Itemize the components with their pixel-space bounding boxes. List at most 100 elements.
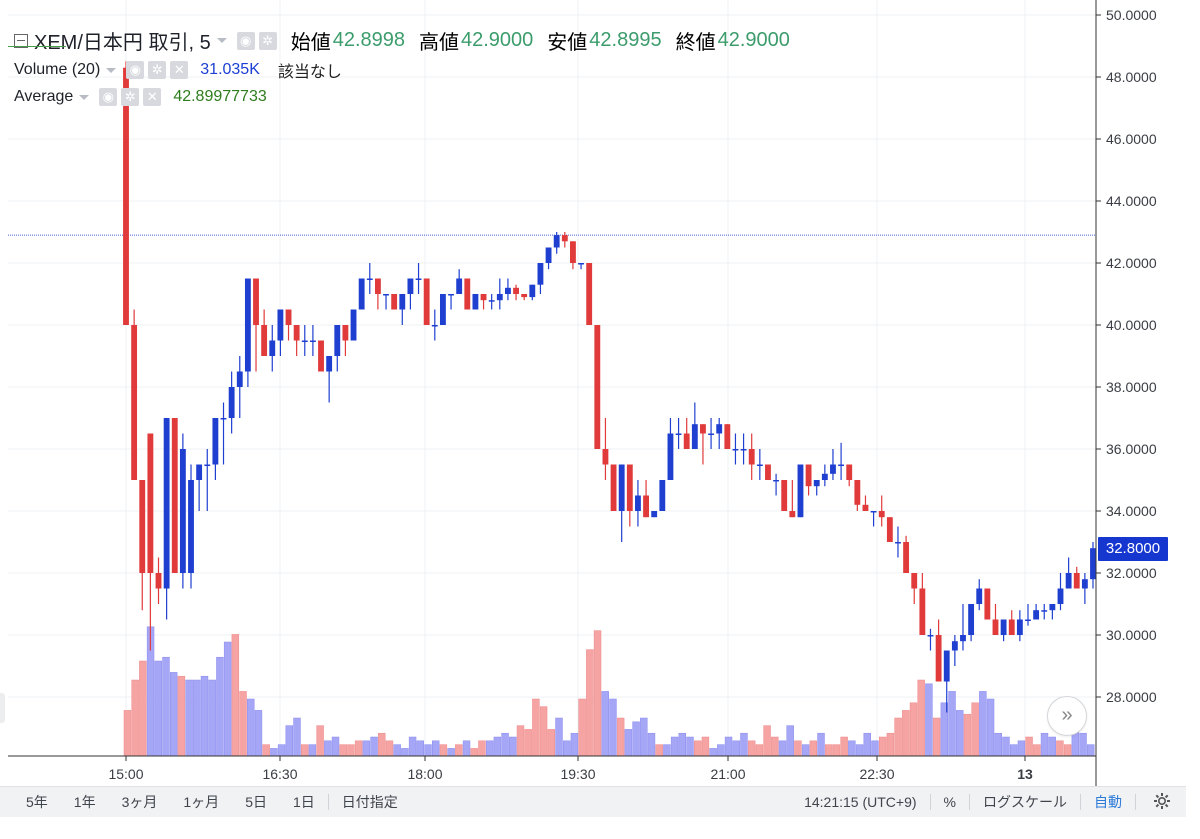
volume-bar: [478, 740, 486, 757]
candle: [228, 371, 235, 434]
candle: [878, 495, 885, 527]
range-1m-button[interactable]: 1ヶ月: [183, 794, 220, 810]
eye-icon[interactable]: ◉: [99, 88, 118, 106]
candle: [358, 278, 365, 310]
candle-body: [309, 340, 316, 342]
candle: [748, 433, 755, 480]
volume-bar: [416, 740, 424, 757]
candle: [244, 278, 251, 387]
time-display[interactable]: 14:21:15 (UTC+9): [804, 794, 917, 810]
volume-bar: [948, 691, 956, 757]
candle-body: [960, 635, 966, 642]
candle: [496, 278, 503, 310]
candle-body: [521, 294, 528, 298]
gear-icon[interactable]: ✲: [121, 88, 140, 106]
volume-bar: [354, 740, 363, 757]
range-3m-button[interactable]: 3ヶ月: [121, 794, 158, 810]
candle: [691, 402, 698, 449]
candle: [399, 294, 406, 325]
volume-bar: [316, 725, 324, 757]
close-icon[interactable]: ✕: [170, 61, 189, 79]
volume-bar: [162, 656, 170, 757]
candle-body: [1057, 588, 1064, 604]
candle: [951, 635, 958, 666]
settings-button[interactable]: [1136, 791, 1186, 814]
volume-bar: [647, 732, 656, 757]
volume-bar: [370, 736, 378, 757]
candle-body: [228, 387, 235, 418]
candle: [740, 433, 747, 465]
volume-bar: [786, 725, 794, 757]
legend-average: Average ◉ ✲ ✕ 42.89977733: [14, 88, 267, 106]
candle-body: [838, 464, 845, 466]
candle: [334, 325, 341, 372]
range-1y-button[interactable]: 1年: [73, 794, 96, 810]
volume-title[interactable]: Volume (20): [14, 61, 101, 78]
close-icon[interactable]: ✕: [143, 88, 162, 106]
scroll-to-realtime-button[interactable]: »: [1047, 696, 1087, 736]
y-tick-label: 48.0000: [1106, 69, 1157, 85]
candle-body: [773, 480, 780, 482]
candle-body: [131, 325, 138, 480]
chart-canvas[interactable]: 50.0000 48.0000 46.0000 44.0000 42.0000 40.00…: [0, 0, 1186, 786]
candle: [781, 480, 788, 511]
candle: [708, 418, 715, 449]
candle: [318, 340, 324, 372]
candle-body: [513, 287, 519, 294]
candle-body: [537, 263, 544, 285]
collapse-icon[interactable]: [14, 33, 28, 48]
volume-bar: [555, 717, 563, 757]
candle: [789, 480, 796, 518]
candle: [700, 424, 706, 465]
eye-icon[interactable]: ◉: [126, 61, 145, 79]
candle-body: [496, 294, 503, 301]
chevron-down-icon[interactable]: [216, 38, 227, 43]
candle: [301, 325, 308, 356]
volume-bar: [717, 744, 725, 757]
candle-body: [545, 247, 552, 263]
volume-bar: [678, 732, 687, 757]
volume-bar: [570, 732, 579, 757]
auto-scale-toggle[interactable]: 自動: [1094, 794, 1122, 810]
candle-body: [862, 504, 869, 511]
volume-bar: [154, 660, 162, 757]
candle: [618, 464, 625, 542]
candle-body: [407, 278, 414, 294]
divider: [929, 794, 931, 810]
candle: [586, 263, 593, 325]
candle: [935, 619, 942, 682]
chevron-down-icon[interactable]: [106, 67, 117, 73]
volume-bar: [509, 736, 517, 757]
candle-body: [919, 588, 926, 635]
candle-body: [1041, 610, 1048, 612]
log-scale-toggle[interactable]: ログスケール: [983, 794, 1067, 810]
y-tick-label: 40.0000: [1106, 317, 1157, 333]
candle-body: [301, 340, 308, 342]
range-1d-button[interactable]: 1日: [292, 794, 315, 810]
range-5d-button[interactable]: 5日: [245, 794, 267, 810]
chevron-down-icon[interactable]: [79, 94, 90, 100]
candle-body: [504, 287, 511, 294]
gear-icon[interactable]: ✲: [258, 31, 277, 50]
candle-body: [155, 573, 162, 589]
candle: [821, 464, 828, 487]
average-title[interactable]: Average: [14, 88, 74, 105]
range-5y-button[interactable]: 5年: [26, 794, 48, 810]
candle: [870, 511, 877, 527]
candle: [805, 464, 812, 496]
candle-body: [1033, 610, 1040, 620]
date-range-button[interactable]: 日付指定: [341, 794, 398, 810]
eye-icon[interactable]: ◉: [236, 31, 255, 50]
gear-icon[interactable]: ✲: [148, 61, 167, 79]
volume-bar: [501, 732, 509, 757]
candle: [553, 232, 560, 254]
volume-bar: [801, 744, 810, 757]
left-panel-handle[interactable]: [0, 693, 5, 723]
symbol-title[interactable]: XEM/日本円 取引, 5: [34, 32, 211, 54]
candle-body: [236, 371, 243, 387]
volume-bar: [285, 725, 293, 757]
candle-body: [594, 325, 601, 449]
volume-bar: [925, 683, 933, 757]
percent-toggle[interactable]: %: [943, 794, 956, 810]
